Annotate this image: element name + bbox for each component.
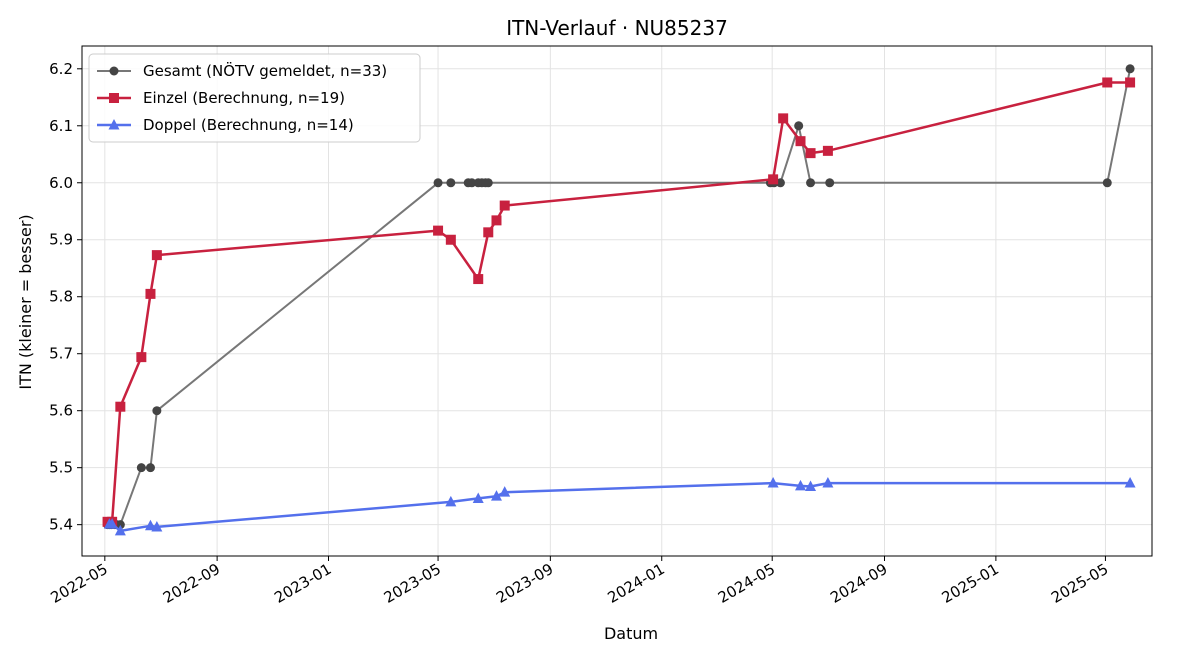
legend-label: Doppel (Berechnung, n=14) <box>143 116 354 134</box>
data-point <box>433 225 444 236</box>
plot-frame <box>81 45 1153 557</box>
x-tick-label: 2023-05 <box>381 560 444 607</box>
y-tick-label: 6.0 <box>49 174 73 192</box>
x-tick-label: 2025-01 <box>939 560 1002 607</box>
data-point <box>1102 77 1113 88</box>
data-point <box>115 520 125 530</box>
data-point <box>1102 178 1112 188</box>
data-point <box>136 352 147 363</box>
x-tick-label: 2023-09 <box>493 560 556 607</box>
x-tick-label: 2022-09 <box>160 560 223 607</box>
legend-swatch-marker <box>109 66 119 76</box>
data-point <box>433 178 443 188</box>
data-point <box>472 492 484 503</box>
legend: Gesamt (NÖTV gemeldet, n=33) Einzel (Bere… <box>88 53 421 143</box>
y-tick-label: 5.5 <box>49 459 73 477</box>
data-point <box>822 145 833 156</box>
chart-title: ITN-Verlauf · NU85237 <box>506 16 728 40</box>
data-point <box>491 215 502 226</box>
data-point <box>152 406 162 416</box>
series-layer <box>102 64 1136 536</box>
y-tick-label: 6.1 <box>49 117 73 135</box>
data-point <box>144 519 156 531</box>
y-tick-label: 5.4 <box>49 516 73 534</box>
data-point <box>499 200 510 211</box>
y-tick-label: 6.2 <box>49 60 73 78</box>
data-point <box>805 148 816 159</box>
y-axis-label: ITN (kleiner = besser) <box>16 214 35 389</box>
data-point <box>145 288 156 299</box>
data-point <box>825 178 835 188</box>
series-line <box>107 81 1131 524</box>
y-tick-label: 5.6 <box>49 402 73 420</box>
legend-box <box>88 53 421 143</box>
x-axis-label: Datum <box>604 624 658 643</box>
legend-label: Einzel (Berechnung, n=19) <box>143 89 345 107</box>
data-point <box>151 250 162 261</box>
data-point <box>446 178 456 188</box>
data-point <box>822 477 834 488</box>
data-point <box>445 234 456 245</box>
data-point <box>795 136 806 147</box>
legend-item: Gesamt (NÖTV gemeldet, n=33) <box>97 61 387 80</box>
legend-swatch-marker <box>109 93 119 103</box>
data-point <box>483 178 493 188</box>
data-point <box>136 463 146 473</box>
data-point <box>768 174 779 185</box>
series-2 <box>102 77 1136 527</box>
legend-label: Gesamt (NÖTV gemeldet, n=33) <box>143 61 387 80</box>
data-point <box>806 178 816 188</box>
data-point <box>499 486 511 497</box>
data-point <box>775 178 785 188</box>
data-point <box>490 490 502 501</box>
legend-item: Doppel (Berechnung, n=14) <box>97 116 354 134</box>
x-tick-label: 2025-05 <box>1048 560 1111 607</box>
data-point <box>795 479 807 491</box>
data-point <box>115 401 126 412</box>
data-point <box>151 520 163 532</box>
data-point <box>794 121 804 131</box>
x-tick-label: 2024-09 <box>827 560 890 607</box>
data-point <box>767 477 779 488</box>
y-tick-label: 5.7 <box>49 345 73 363</box>
x-axis: 2022-05 2022-09 2023-01 2023-05 2023-09 2024-… <box>48 556 1111 607</box>
x-tick-label: 2024-01 <box>604 560 667 607</box>
legend-item: Einzel (Berechnung, n=19) <box>97 89 345 107</box>
data-point <box>473 274 484 285</box>
y-tick-label: 5.9 <box>49 231 73 249</box>
data-point <box>483 227 494 238</box>
data-point <box>805 480 817 491</box>
data-point <box>1125 77 1136 88</box>
data-point <box>1125 64 1135 74</box>
x-tick-label: 2024-05 <box>715 560 778 607</box>
x-tick-label: 2022-05 <box>48 560 111 607</box>
legend-swatch-marker <box>108 119 120 130</box>
y-axis: 5.4 5.5 5.6 5.7 5.8 5.9 6.0 6.1 6.2 <box>49 60 82 534</box>
data-point <box>114 524 126 536</box>
data-point <box>778 113 789 124</box>
data-point <box>1124 477 1136 488</box>
data-point <box>467 178 477 188</box>
series-3 <box>103 477 1136 536</box>
data-point <box>145 463 155 473</box>
data-point <box>445 495 457 507</box>
data-point <box>106 518 118 529</box>
x-tick-label: 2023-01 <box>271 560 334 607</box>
y-tick-label: 5.8 <box>49 288 73 306</box>
series-line <box>109 481 1131 533</box>
